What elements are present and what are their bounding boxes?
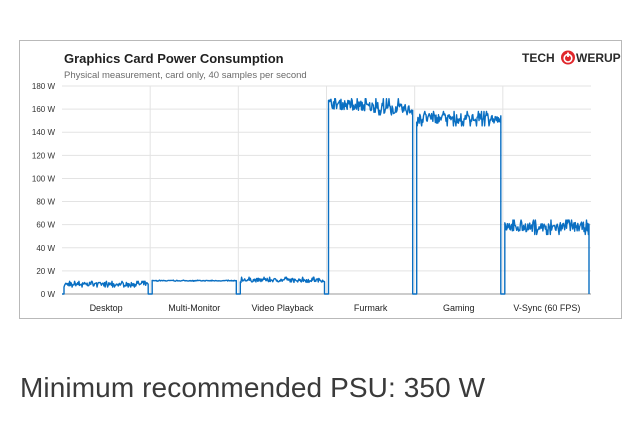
- y-axis-ticks: 0 W 20 W 40 W 60 W 80 W 100 W 120 W 140 W 160 W 1…: [32, 82, 56, 299]
- logo-text-left: TECH: [522, 51, 555, 65]
- chart-title: Graphics Card Power Consumption: [64, 51, 284, 66]
- series-layer: [62, 98, 590, 295]
- psu-recommendation: Minimum recommended PSU: 350 W: [20, 372, 486, 403]
- logo-text-right: WERUP: [576, 51, 621, 65]
- techpowerup-logo: TECH WERUP: [522, 50, 621, 65]
- x-category-label: V-Sync (60 FPS): [513, 303, 580, 313]
- x-category-label: Gaming: [443, 303, 475, 313]
- power-consumption-chart: Graphics Card Power Consumption Physical…: [19, 40, 622, 319]
- y-tick-label: 100 W: [32, 174, 56, 183]
- category-separators: [149, 86, 504, 294]
- y-tick-label: 20 W: [36, 267, 55, 276]
- x-category-label: Video Playback: [251, 303, 313, 313]
- y-tick-label: 0 W: [41, 290, 56, 299]
- x-category-label: Furmark: [354, 303, 388, 313]
- y-tick-label: 120 W: [32, 151, 56, 160]
- chart-svg: Graphics Card Power Consumption Physical…: [32, 50, 621, 313]
- y-tick-label: 140 W: [32, 128, 56, 137]
- y-tick-label: 80 W: [36, 198, 55, 207]
- x-category-label: Desktop: [90, 303, 123, 313]
- x-axis-categories: Desktop Multi-Monitor Video Playback Furmar…: [90, 303, 581, 313]
- power-series-line: [62, 98, 590, 295]
- y-tick-label: 60 W: [36, 221, 55, 230]
- chart-subtitle: Physical measurement, card only, 40 samp…: [64, 70, 307, 81]
- x-category-label: Multi-Monitor: [168, 303, 220, 313]
- y-tick-label: 160 W: [32, 105, 56, 114]
- y-tick-label: 180 W: [32, 82, 56, 91]
- power-icon: [561, 50, 575, 65]
- y-tick-label: 40 W: [36, 244, 55, 253]
